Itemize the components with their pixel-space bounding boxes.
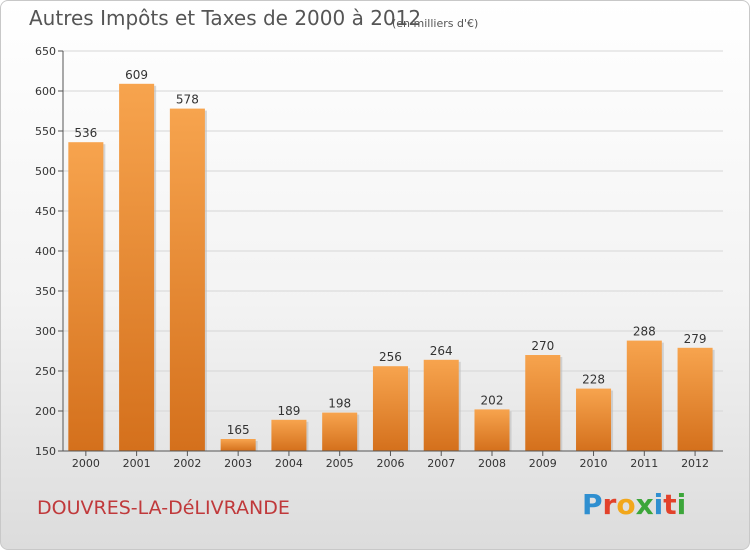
bar-2002 <box>169 108 205 451</box>
data-label-2003: 165 <box>227 423 250 437</box>
x-tick-label-2006: 2006 <box>376 457 404 470</box>
bar-2009 <box>525 355 561 451</box>
data-label-2000: 536 <box>74 126 97 140</box>
data-label-2005: 198 <box>328 397 351 411</box>
x-tick-label-2005: 2005 <box>326 457 354 470</box>
x-tick-label-2011: 2011 <box>630 457 658 470</box>
data-label-2010: 228 <box>582 373 605 387</box>
bar-2007 <box>423 359 459 451</box>
logo-letter: o <box>616 488 636 521</box>
chart-subtitle: (en milliers d'€) <box>392 17 479 30</box>
data-label-2004: 189 <box>277 404 300 418</box>
bar-2003 <box>220 439 256 451</box>
y-tick-label: 350 <box>35 285 56 298</box>
logo-letter: P <box>582 488 603 521</box>
y-tick-label: 650 <box>35 45 56 58</box>
x-tick-label-2004: 2004 <box>275 457 303 470</box>
y-tick-label: 250 <box>35 365 56 378</box>
axes: 150 200 250 300 350 400 450 500 550 600 650 2000 200… <box>35 45 723 470</box>
logo-letter: t <box>663 488 677 521</box>
y-tick-label: 150 <box>35 445 56 458</box>
y-tick-label: 500 <box>35 165 56 178</box>
y-tick-label: 400 <box>35 245 56 258</box>
logo-letter: i <box>653 488 664 521</box>
y-tick-label: 600 <box>35 85 56 98</box>
logo-letter: i <box>676 488 687 521</box>
x-tick-label-2012: 2012 <box>681 457 709 470</box>
bar-2000 <box>68 142 104 451</box>
data-label-2007: 264 <box>430 344 453 358</box>
commune-name: DOUVRES-LA-DéLIVRANDE <box>37 497 290 519</box>
data-label-2012: 279 <box>684 332 707 346</box>
x-tick-label-2008: 2008 <box>478 457 506 470</box>
chart-title: Autres Impôts et Taxes de 2000 à 2012 <box>29 6 422 30</box>
y-tick-label: 300 <box>35 325 56 338</box>
x-tick-label-2001: 2001 <box>123 457 151 470</box>
bars: 536 609 578 165 189 198 256 264 202 270 228 288 279 <box>68 68 715 452</box>
logo-letter: r <box>602 488 617 521</box>
x-tick-label-2009: 2009 <box>529 457 557 470</box>
x-tick-label-2002: 2002 <box>173 457 201 470</box>
bar-2012 <box>677 347 713 451</box>
data-label-2006: 256 <box>379 350 402 364</box>
bar-2005 <box>322 412 358 451</box>
bar-2011 <box>626 340 662 451</box>
data-label-2011: 288 <box>633 325 656 339</box>
x-tick-label-2003: 2003 <box>224 457 252 470</box>
x-tick-label-2010: 2010 <box>580 457 608 470</box>
y-tick-label: 550 <box>35 125 56 138</box>
y-tick-label: 450 <box>35 205 56 218</box>
data-label-2002: 578 <box>176 93 199 107</box>
data-label-2009: 270 <box>531 339 554 353</box>
bar-2010 <box>576 388 612 451</box>
bar-2006 <box>372 366 408 451</box>
bar-2008 <box>474 409 510 451</box>
bar-2001 <box>119 83 155 452</box>
x-tick-label-2000: 2000 <box>72 457 100 470</box>
bar-2004 <box>271 419 307 451</box>
x-tick-label-2007: 2007 <box>427 457 455 470</box>
data-label-2008: 202 <box>481 393 504 407</box>
data-label-2001: 609 <box>125 68 148 82</box>
logo-letter: x <box>635 488 654 521</box>
proxiti-logo: Proxiti <box>582 488 686 521</box>
y-tick-label: 200 <box>35 405 56 418</box>
